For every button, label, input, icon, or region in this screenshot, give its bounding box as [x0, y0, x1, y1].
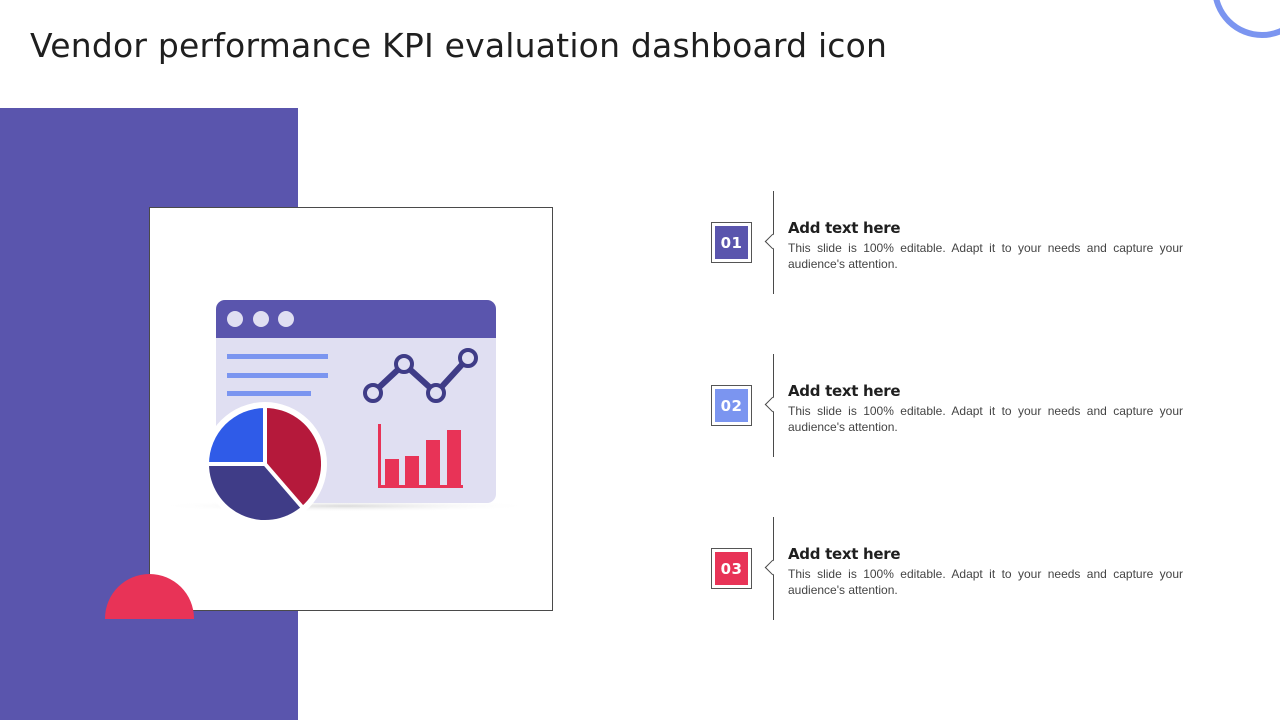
- pointer-notch: [764, 396, 781, 413]
- list-item: 03 Add text here This slide is 100% edit…: [711, 517, 1191, 621]
- dashboard-illustration-card: [149, 207, 553, 611]
- item-description: This slide is 100% editable. Adapt it to…: [788, 404, 1183, 434]
- text-line: [227, 391, 311, 396]
- dashboard-window-icon: [155, 300, 535, 526]
- text-line: [227, 354, 328, 359]
- item-title: Add text here: [788, 219, 901, 237]
- decorative-ring: [1212, 0, 1280, 38]
- item-description: This slide is 100% editable. Adapt it to…: [788, 241, 1183, 271]
- pointer-notch: [764, 233, 781, 250]
- number-label: 01: [715, 226, 748, 259]
- window-titlebar: [216, 300, 496, 338]
- line-chart-icon: [363, 348, 478, 403]
- window-dot-icon: [278, 311, 294, 327]
- item-description: This slide is 100% editable. Adapt it to…: [788, 567, 1183, 597]
- slide-title: Vendor performance KPI evaluation dashbo…: [30, 26, 888, 65]
- list-item: 01 Add text here This slide is 100% edit…: [711, 191, 1191, 295]
- pointer-notch: [764, 559, 781, 576]
- pie-chart-icon: [203, 402, 327, 526]
- number-label: 02: [715, 389, 748, 422]
- number-badge: 01: [711, 222, 752, 263]
- window-dot-icon: [253, 311, 269, 327]
- text-line: [227, 373, 328, 378]
- number-badge: 03: [711, 548, 752, 589]
- window-dot-icon: [227, 311, 243, 327]
- item-title: Add text here: [788, 382, 901, 400]
- number-label: 03: [715, 552, 748, 585]
- number-badge: 02: [711, 385, 752, 426]
- item-title: Add text here: [788, 545, 901, 563]
- bar-chart-icon: [378, 424, 463, 488]
- list-item: 02 Add text here This slide is 100% edit…: [711, 354, 1191, 458]
